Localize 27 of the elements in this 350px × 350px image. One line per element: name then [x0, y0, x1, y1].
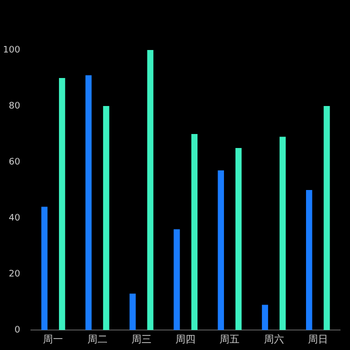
- bar: [58, 78, 66, 330]
- x-tick-label: 周六: [264, 334, 284, 346]
- x-tick-label: 周二: [87, 334, 108, 346]
- bar: [103, 106, 110, 330]
- y-tick-label: 100: [2, 45, 20, 56]
- bar: [130, 294, 136, 330]
- y-tick-label: 20: [8, 269, 20, 280]
- x-tick-label: 周一: [43, 334, 64, 346]
- bar: [174, 229, 180, 330]
- x-tick-label: 周日: [308, 334, 328, 346]
- bar: [218, 170, 224, 330]
- y-tick-label: 0: [14, 325, 20, 336]
- bar: [191, 134, 198, 330]
- bar: [41, 206, 48, 330]
- bar: [280, 136, 286, 330]
- x-tick-label: 周五: [220, 334, 240, 346]
- x-tick-label: 周四: [176, 334, 196, 346]
- bar: [324, 106, 330, 330]
- y-tick-label: 40: [8, 213, 20, 224]
- bar: [262, 304, 268, 330]
- bar: [147, 50, 154, 330]
- x-tick-label: 周三: [131, 334, 152, 346]
- bar: [235, 148, 242, 330]
- bar: [306, 190, 312, 330]
- y-tick-label: 60: [8, 157, 20, 168]
- bar: [85, 75, 92, 330]
- y-tick-label: 80: [8, 101, 20, 112]
